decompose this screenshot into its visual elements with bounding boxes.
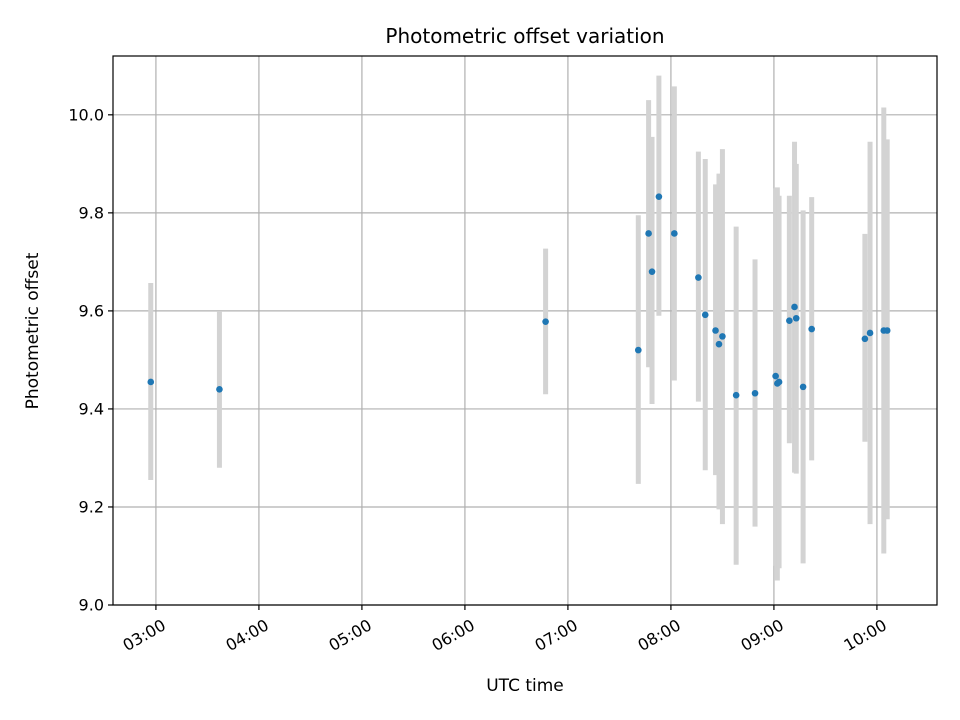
data-point	[645, 230, 652, 237]
data-point	[719, 333, 726, 340]
x-tick-label: 09:00	[737, 615, 786, 655]
data-point	[799, 383, 807, 391]
x-axis: 03:00 04:00 05:00 06:00 07:00 08:00 09:00 10:00	[119, 605, 890, 655]
data-point	[695, 274, 702, 281]
data-point	[732, 391, 740, 399]
data-point	[147, 378, 155, 386]
data-point	[772, 372, 779, 380]
data-point	[671, 230, 678, 237]
data-point	[866, 329, 874, 337]
data-point	[786, 317, 793, 324]
y-tick-label: 9.2	[79, 497, 104, 516]
data-point	[751, 389, 759, 397]
data-point	[808, 325, 815, 333]
data-point	[791, 303, 798, 311]
data-point	[216, 386, 223, 393]
data-point	[715, 340, 723, 348]
y-tick-label: 9.4	[79, 399, 104, 418]
y-axis-label: Photometric offset	[23, 252, 43, 409]
plot-frame	[112, 55, 938, 606]
data-point	[712, 327, 719, 334]
y-tick-label: 9.6	[79, 301, 104, 320]
x-tick-label: 10:00	[840, 615, 889, 655]
errorbar-series	[148, 75, 890, 581]
chart-title: Photometric offset variation	[385, 24, 664, 48]
x-tick-label: 06:00	[428, 615, 477, 655]
data-point	[883, 327, 891, 334]
x-tick-label: 04:00	[222, 615, 271, 655]
data-point	[635, 346, 642, 354]
data-point	[648, 268, 656, 275]
x-tick-label: 03:00	[119, 615, 168, 655]
data-point	[775, 378, 783, 386]
scatter-series	[147, 193, 891, 399]
x-axis-label: UTC time	[486, 676, 564, 696]
grid	[113, 56, 937, 606]
y-tick-label: 9.0	[79, 596, 104, 615]
x-tick-label: 05:00	[325, 615, 374, 655]
data-point	[542, 318, 549, 325]
data-point	[701, 311, 709, 319]
y-axis: 9.0 9.2 9.4 9.6 9.8 10.0	[68, 105, 113, 615]
data-point	[655, 193, 663, 200]
x-tick-label: 07:00	[531, 615, 580, 655]
data-point	[861, 335, 869, 343]
x-tick-label: 08:00	[634, 615, 683, 655]
y-tick-label: 10.0	[68, 105, 104, 124]
data-point	[792, 314, 800, 322]
y-tick-label: 9.8	[79, 203, 104, 222]
